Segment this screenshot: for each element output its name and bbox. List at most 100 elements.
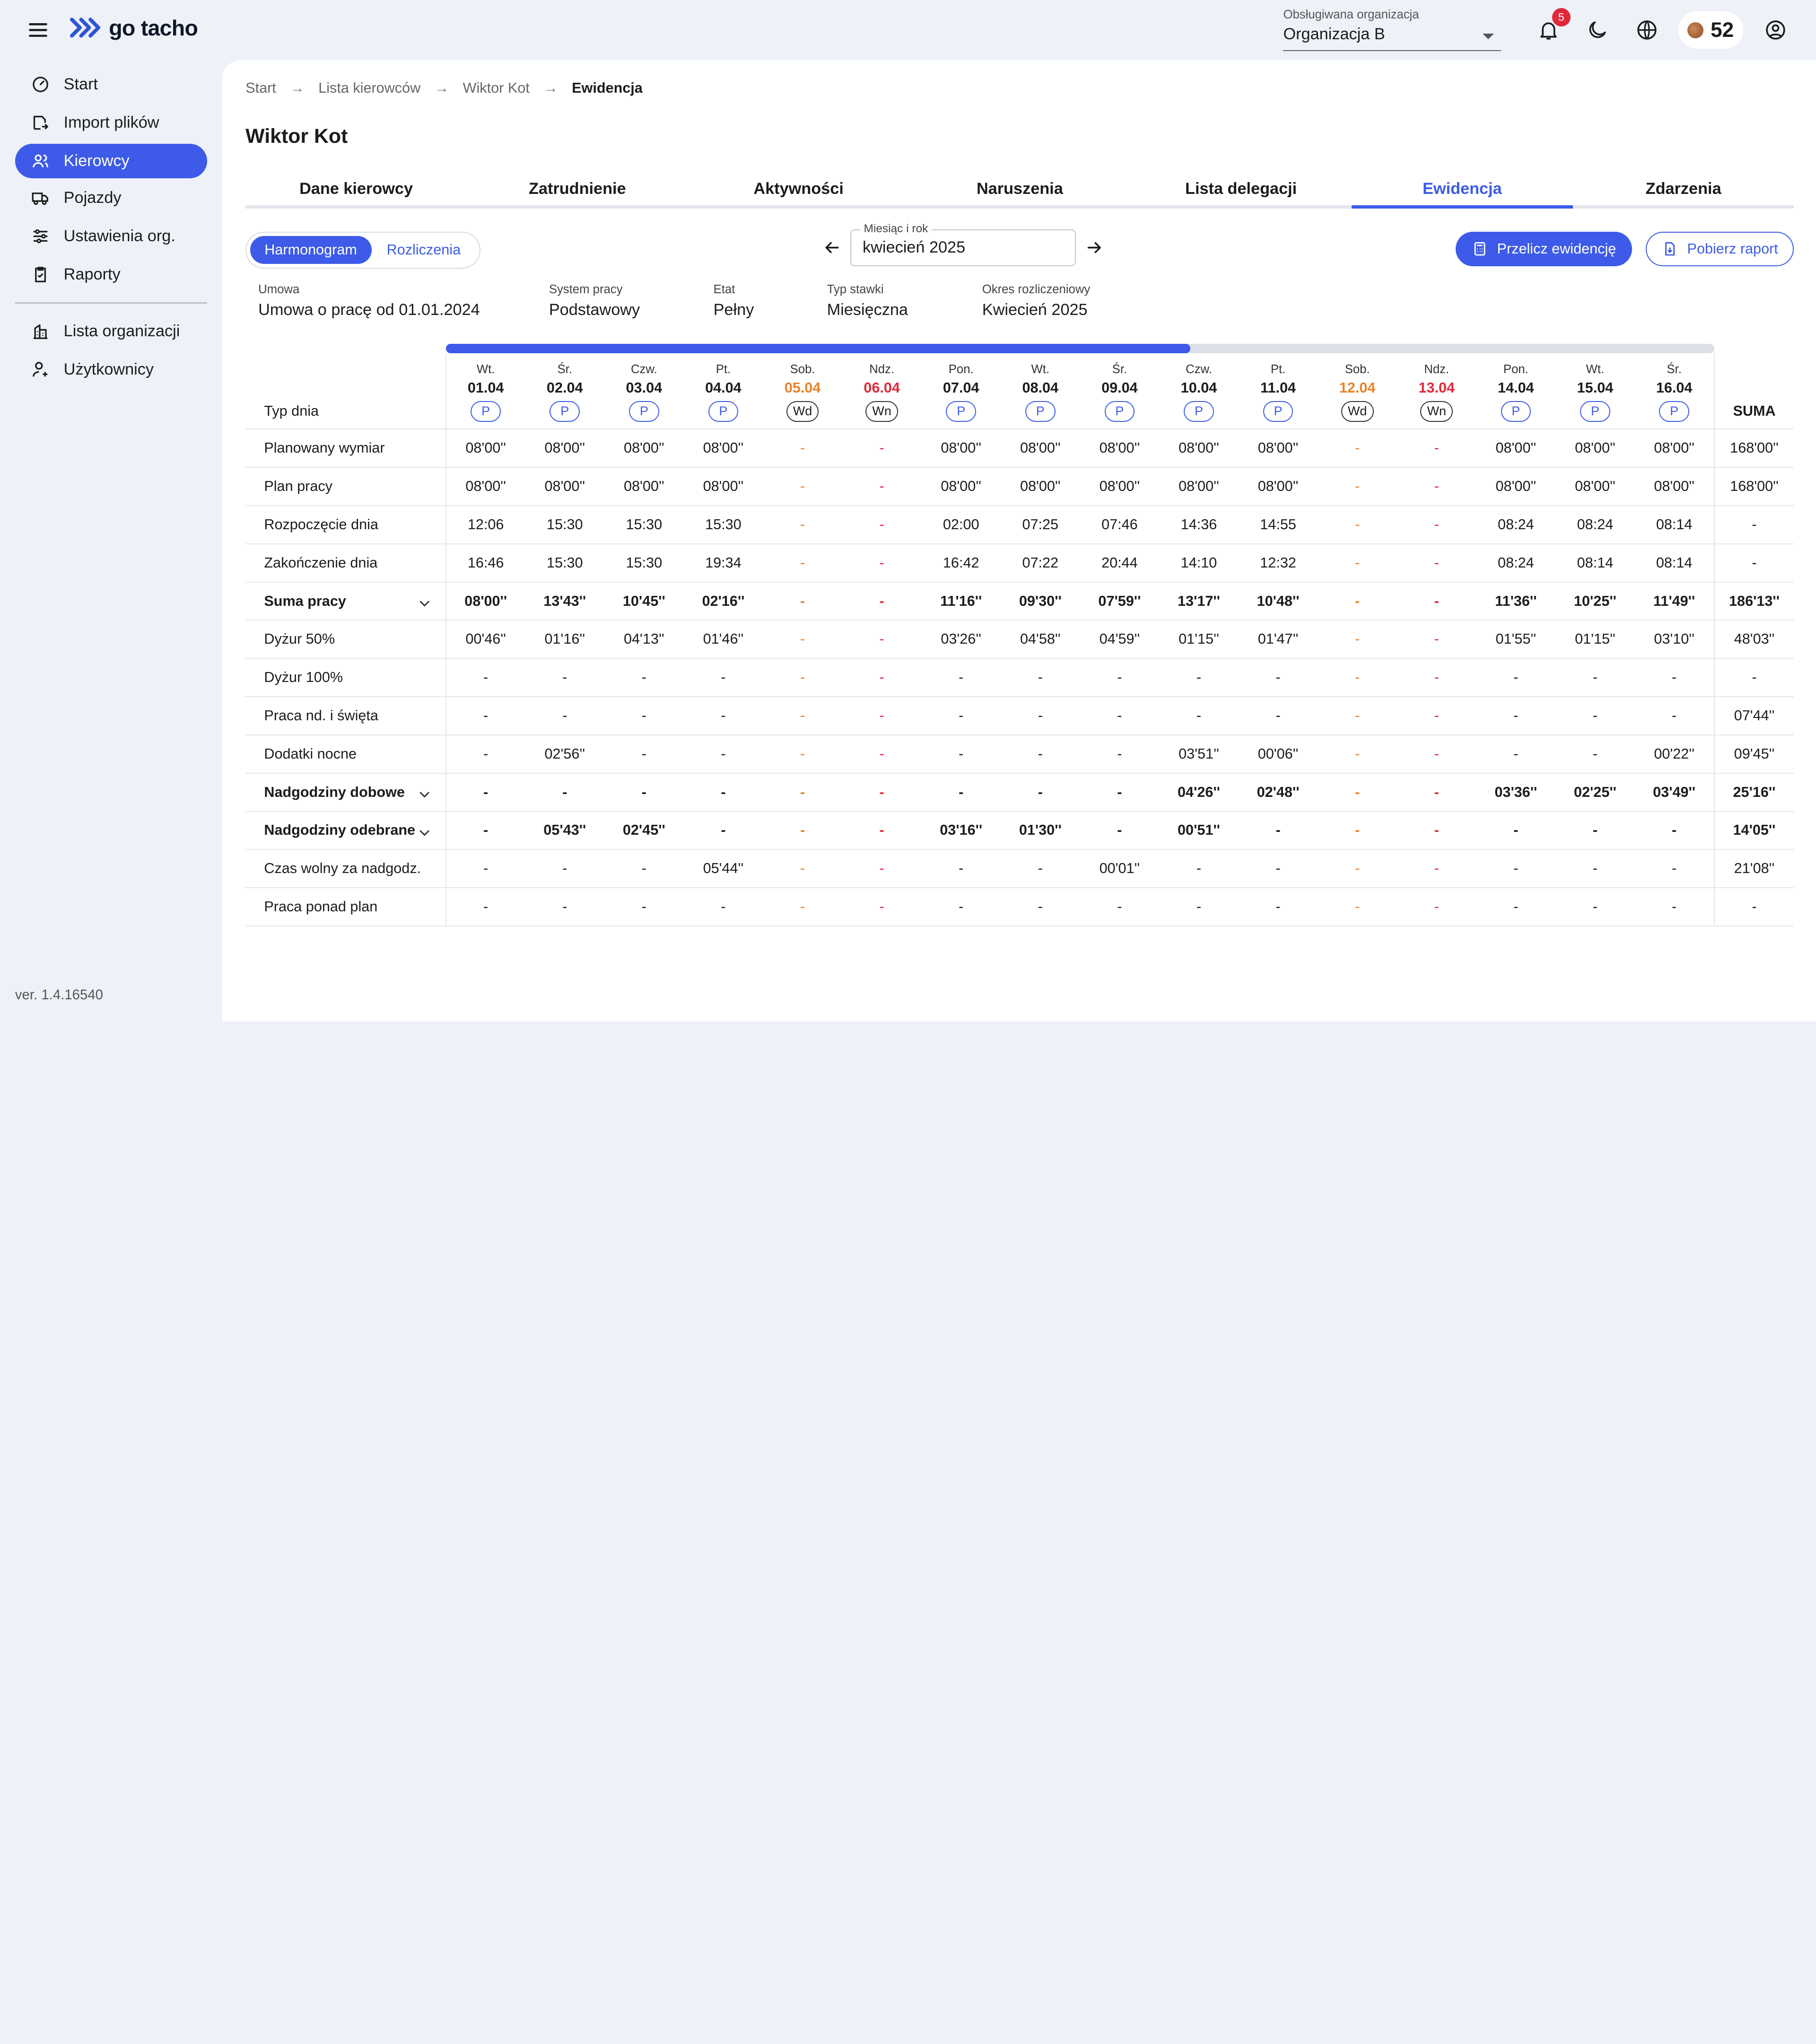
tab-activities[interactable]: Aktywności [753, 179, 844, 198]
table-row: Dyżur 100% - - - - - - - - - - - - - - - - - [245, 658, 1794, 698]
account-icon[interactable] [1762, 16, 1790, 44]
chevron-down-icon[interactable] [418, 826, 431, 839]
day-type-chip[interactable]: P [1025, 401, 1056, 422]
table-cell: - [1318, 620, 1397, 659]
download-report-button[interactable]: Pobierz raport [1646, 231, 1794, 267]
table-cell: 14:55 [1238, 506, 1318, 544]
day-name: Sob. [1345, 362, 1370, 376]
table-cell: - [1476, 811, 1556, 850]
table-cell: - [445, 734, 525, 774]
bell-icon[interactable] [1535, 16, 1563, 44]
table-cell: - [1634, 811, 1714, 850]
info-fte: Etat Pełny [714, 283, 754, 320]
day-type-chip[interactable]: P [1263, 401, 1293, 422]
day-type-chip[interactable]: Wd [1341, 401, 1374, 422]
chevron-down-icon[interactable] [418, 787, 431, 801]
harmonogram-button[interactable]: Harmonogram [250, 236, 372, 264]
day-date: 06.04 [864, 379, 900, 396]
day-type-chip[interactable]: P [1659, 401, 1689, 422]
sidebar-item-start[interactable]: Start [15, 67, 208, 102]
day-column-header: Ndz. 06.04 Wn [842, 353, 922, 430]
table-cell: - [1318, 467, 1397, 507]
table-cell: 15:30 [604, 506, 684, 544]
table-cell: - [842, 697, 922, 735]
scrollbar-thumb[interactable] [445, 344, 1190, 353]
table-cell: 00'51'' [1159, 811, 1239, 850]
table-cell: 08:24 [1555, 506, 1635, 544]
breadcrumb-start[interactable]: Start [245, 79, 276, 96]
day-type-chip[interactable]: P [1184, 401, 1214, 422]
sidebar-item-vehicles[interactable]: Pojazdy [15, 181, 208, 215]
table-cell: - [1080, 811, 1160, 850]
day-type-chip[interactable]: Wn [1420, 401, 1453, 422]
day-type-chip[interactable]: P [708, 401, 739, 422]
chevron-down-icon[interactable] [418, 596, 431, 610]
sidebar-item-reports[interactable]: Raporty [15, 257, 208, 292]
day-type-chip[interactable]: Wd [786, 401, 819, 422]
table-row[interactable]: Nadgodziny dobowe - - - - - - - - -04'26'' 02'48''… [245, 773, 1794, 812]
table-cell: 07:22 [1001, 543, 1080, 583]
tab-violations[interactable]: Naruszenia [976, 179, 1063, 198]
logo-text: go tacho [109, 15, 198, 40]
arrow-right-icon: → [434, 79, 449, 96]
table-cell: 12:32 [1238, 543, 1318, 583]
logo[interactable]: go tacho [70, 15, 198, 41]
table-cell: - [683, 697, 763, 735]
sum-cell: 09'45'' [1713, 734, 1794, 774]
tab-events[interactable]: Zdarzenia [1645, 179, 1721, 198]
arrow-right-icon[interactable] [1085, 238, 1104, 257]
sidebar-item-drivers[interactable]: Kierowcy [15, 143, 208, 179]
day-type-chip[interactable]: P [946, 401, 977, 422]
organization-select[interactable]: Obsługiwana organizacja Organizacja B [1283, 8, 1501, 51]
table-cell: - [842, 888, 922, 926]
row-label: Dyżur 100% [245, 658, 446, 698]
table-cell: - [763, 773, 842, 812]
sum-cell: 25'16'' [1713, 773, 1794, 812]
sum-cell: 14'05'' [1713, 811, 1794, 850]
sidebar-item-users[interactable]: Użytkownicy [15, 352, 208, 386]
day-type-chip[interactable]: P [629, 401, 659, 422]
day-name: Wt. [1586, 362, 1605, 376]
sidebar-item-import[interactable]: Import plików [15, 105, 208, 140]
day-type-chip[interactable]: P [1580, 401, 1610, 422]
breadcrumb-drivers[interactable]: Lista kierowców [318, 79, 421, 96]
arrow-left-icon[interactable] [822, 238, 841, 257]
hamburger-menu-icon[interactable] [26, 18, 50, 42]
day-type-chip[interactable]: P [471, 401, 501, 422]
sidebar-item-org-settings[interactable]: Ustawienia org. [15, 219, 208, 253]
breadcrumb-driver[interactable]: Wiktor Kot [463, 79, 530, 96]
day-type-chip[interactable]: P [1104, 401, 1135, 422]
table-cell: - [1238, 658, 1318, 698]
tab-driver-data[interactable]: Dane kierowcy [299, 179, 413, 198]
row-label: Planowany wymiar [245, 429, 446, 468]
moon-icon[interactable] [1583, 16, 1611, 44]
day-name: Pon. [948, 362, 974, 376]
recalculate-button[interactable]: Przelicz ewidencję [1456, 231, 1632, 267]
day-type-chip[interactable]: P [1501, 401, 1531, 422]
table-row[interactable]: Nadgodziny odebrane -05'43'' 02'45'' - - -03'… [245, 811, 1794, 850]
table-cell: 11'49'' [1634, 582, 1714, 621]
coins-balance[interactable]: 52 [1678, 11, 1743, 49]
table-cell: 12:06 [445, 506, 525, 544]
table-cell: 03'26'' [921, 620, 1001, 659]
table-cell: 00'01'' [1080, 849, 1160, 889]
day-type-chip[interactable]: P [550, 401, 580, 422]
month-year-field[interactable]: Miesiąc i rok kwiecień 2025 [850, 222, 1076, 267]
table-row[interactable]: Suma pracy 08'00'' 13'43'' 10'45'' 02'16'' - -… [245, 582, 1794, 621]
tab-records[interactable]: Ewidencja [1352, 173, 1573, 209]
sum-cell: - [1713, 888, 1794, 926]
tab-employment[interactable]: Zatrudnienie [529, 179, 626, 198]
sidebar-item-organizations[interactable]: Lista organizacji [15, 314, 208, 349]
table-cell: - [1476, 734, 1556, 774]
horizontal-scrollbar[interactable] [445, 344, 1714, 353]
table-cell: 02'48'' [1238, 773, 1318, 812]
day-type-chip[interactable]: Wn [865, 401, 899, 422]
row-label: Praca ponad plan [245, 888, 446, 926]
globe-icon[interactable] [1633, 16, 1661, 44]
sum-cell: 186'13'' [1713, 582, 1794, 621]
breadcrumb: Start → Lista kierowców → Wiktor Kot → E… [245, 80, 643, 96]
table-cell: - [1238, 888, 1318, 926]
tab-delegations[interactable]: Lista delegacji [1185, 179, 1297, 198]
rozliczenia-button[interactable]: Rozliczenia [386, 242, 461, 258]
row-label-text: Dyżur 50% [264, 631, 335, 647]
